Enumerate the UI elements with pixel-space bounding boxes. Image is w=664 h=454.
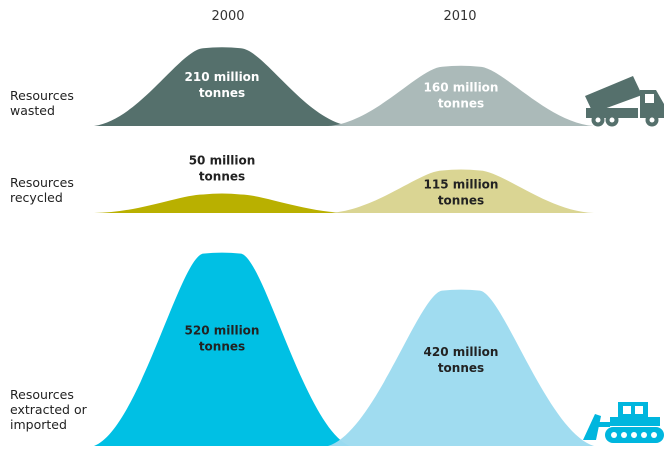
year-label-2010: 2010 [443,9,476,24]
mound-row0-2000 [94,47,350,126]
mound-row2-2010 [328,289,594,446]
dump-truck-icon [585,76,664,127]
row-label-0-line-0: Resources [10,88,74,103]
value-label-row1-2000-line-0: 50 million [189,154,256,168]
value-label-row2-2010-line-0: 420 million [424,345,499,359]
row-label-2-line-0: Resources [10,387,74,402]
value-label-row0-2000-line-1: tonnes [199,86,245,100]
value-label-row0-2010-line-0: 160 million [424,81,499,95]
year-label-2000: 2000 [211,9,244,24]
value-label-row2-2000-line-1: tonnes [199,339,245,353]
value-label-row1-2000-line-1: tonnes [199,170,245,184]
value-label-row0-2000-line-0: 210 million [185,70,260,84]
mound-row0-2010 [328,65,594,126]
bulldozer-icon [583,402,664,443]
value-label-row2-2000-line-0: 520 million [185,323,260,337]
row-label-0-line-1: wasted [10,103,55,118]
value-label-row1-2010-line-1: tonnes [438,193,484,207]
value-label-row0-2010-line-1: tonnes [438,97,484,111]
mound-row1-2010 [328,169,594,213]
value-label-row1-2010-line-0: 115 million [424,177,499,191]
row-label-1-line-0: Resources [10,175,74,190]
mound-row2-2000 [94,252,350,446]
row-label-1-line-1: recycled [10,190,63,205]
mound-row1-2000 [94,193,350,213]
row-label-2-line-1: extracted or [10,402,88,417]
value-label-row2-2010-line-1: tonnes [438,361,484,375]
row-label-2-line-2: imported [10,417,67,432]
